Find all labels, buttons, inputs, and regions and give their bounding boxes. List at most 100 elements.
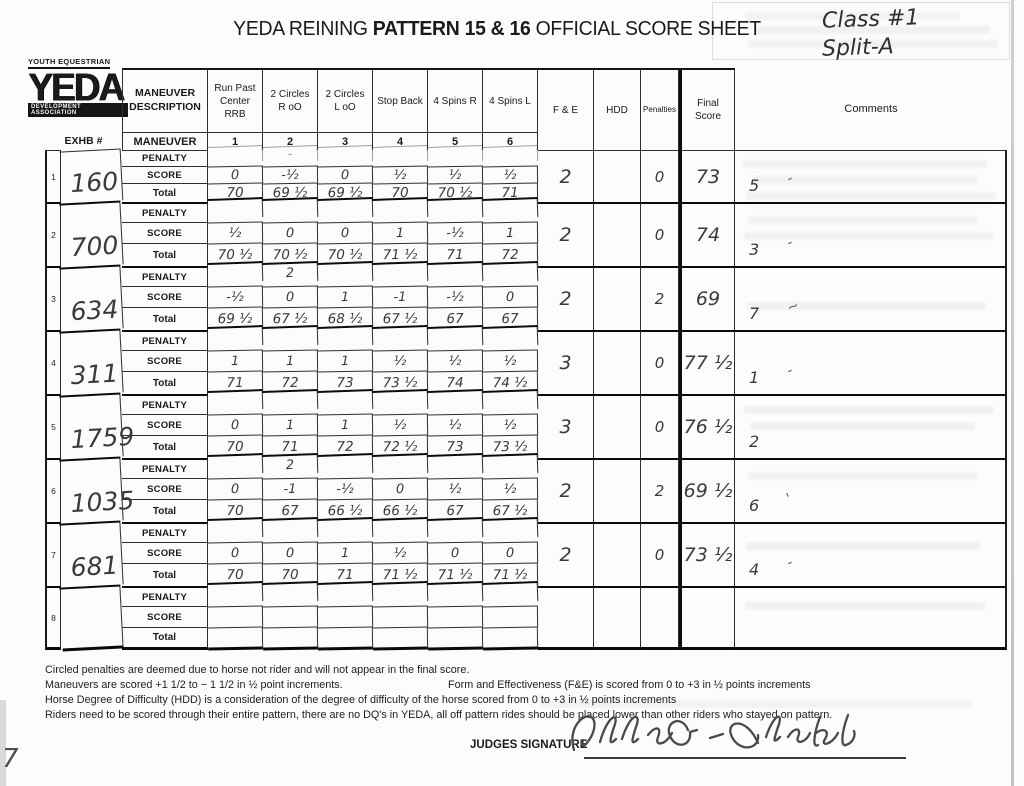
scan-bleed-artifact — [745, 12, 960, 20]
penalty-value — [207, 145, 264, 163]
class-number: Class #1 — [821, 5, 920, 34]
fe-value: 2 — [538, 202, 594, 266]
penalty-value — [262, 581, 319, 603]
penalty-value: 2 — [262, 261, 319, 283]
title-pattern: PATTERN 15 & 16 — [372, 18, 531, 40]
final-score-value — [679, 586, 735, 650]
penalty-row-label: PENALTY — [122, 586, 208, 606]
penalty-value — [482, 145, 539, 163]
scan-bleed-artifact — [742, 160, 987, 168]
exhb-number-handwritten: 160 — [59, 148, 124, 204]
total-row-label: Total — [122, 243, 208, 266]
penalties-value — [641, 586, 679, 650]
placing-value: 6 — [749, 496, 760, 515]
score-value: 0 — [317, 221, 374, 244]
hdd-value — [594, 150, 641, 202]
fe-value: 2 — [538, 458, 594, 522]
penalty-value — [207, 389, 264, 411]
fe-value — [538, 586, 594, 650]
penalty-row-label: PENALTY — [122, 330, 208, 350]
score-value — [207, 605, 264, 628]
judges-signature-handwriting — [571, 713, 856, 752]
scan-bleed-artifact — [746, 542, 981, 550]
maneuver-2-number: 2 — [263, 132, 318, 150]
footnote-line-3: Horse Degree of Difficulty (HDD) is a co… — [45, 694, 677, 706]
logo-main-text: YEDA — [28, 65, 125, 110]
penalty-value: - — [262, 145, 319, 163]
score-value — [482, 605, 539, 628]
penalty-value — [317, 325, 374, 347]
score-value: 0 — [207, 541, 264, 564]
score-value: 1 — [317, 285, 374, 308]
scan-bleed-artifact — [748, 40, 998, 48]
penalty-value — [372, 453, 429, 475]
maneuver-3-number: 3 — [318, 132, 373, 150]
yeda-logo: YOUTH EQUESTRIAN YEDA DEVELOPMENT ASSOCI… — [28, 57, 128, 117]
penalty-value — [482, 197, 539, 219]
hdd-header: HDD — [594, 68, 641, 150]
total-value — [317, 626, 374, 651]
score-value: ½ — [372, 413, 429, 436]
score-value: 0 — [317, 165, 374, 184]
total-row-label: Total — [122, 563, 208, 586]
placing-value: 1 — [749, 368, 760, 387]
score-row-label: SCORE — [122, 414, 208, 435]
maneuver-5-number: 5 — [428, 132, 483, 150]
penalty-value — [427, 517, 484, 539]
penalty-row-label: PENALTY — [122, 458, 208, 478]
comments-cell: 6 ' — [735, 458, 1007, 522]
maneuver-4-header: Stop Back — [373, 68, 428, 132]
maneuver-6-number: 6 — [483, 132, 538, 150]
score-value: ½ — [372, 349, 429, 372]
penalty-value — [482, 453, 539, 475]
hdd-value — [594, 202, 641, 266]
penalty-value — [372, 325, 429, 347]
penalty-value — [427, 261, 484, 283]
penalty-value — [262, 197, 319, 219]
penalties-value: 0 — [641, 522, 679, 586]
comments-cell: 2 — [735, 394, 1007, 458]
penalty-value — [207, 197, 264, 219]
penalty-value — [262, 389, 319, 411]
penalty-value — [317, 517, 374, 539]
score-value: -½ — [427, 221, 484, 244]
judge-tick-mark: ' — [784, 490, 795, 507]
score-value: ½ — [372, 165, 429, 184]
scan-bleed-artifact — [746, 192, 996, 200]
maneuver-3-header: 2 Circles L oO — [318, 68, 373, 132]
maneuver-5-header: 4 Spins R — [428, 68, 483, 132]
score-value: ½ — [427, 349, 484, 372]
total-row-label: Total — [122, 371, 208, 394]
final-score-value: 73 ½ — [679, 522, 735, 586]
score-value: ½ — [482, 165, 539, 184]
row-number: 5 — [45, 394, 61, 458]
penalty-row-label: PENALTY — [122, 394, 208, 414]
penalty-row-label: PENALTY — [122, 522, 208, 542]
judge-tick-mark: - — [784, 234, 796, 252]
hdd-value — [594, 522, 641, 586]
score-row-label: SCORE — [122, 222, 208, 243]
penalty-value — [372, 389, 429, 411]
fe-value: 3 — [538, 330, 594, 394]
exhb-number-handwritten: 1035 — [59, 456, 135, 524]
judge-tick-mark: ~ — [784, 297, 803, 317]
logo-bottom-text: DEVELOPMENT ASSOCIATION — [28, 103, 128, 117]
total-row-label: Total — [122, 307, 208, 330]
scan-bleed-artifact — [745, 602, 985, 610]
scan-bleed-artifact — [748, 472, 978, 480]
score-value: 0 — [207, 165, 264, 184]
exhb-number-handwritten: 1759 — [59, 392, 135, 460]
hdd-value — [594, 394, 641, 458]
score-value: ½ — [482, 413, 539, 436]
scan-bleed-artifact — [746, 302, 986, 310]
penalties-value: 2 — [641, 266, 679, 330]
final-score-header: Final Score — [679, 68, 735, 150]
exhb-number-handwritten — [59, 584, 124, 652]
fe-value: 2 — [538, 266, 594, 330]
comments-cell: 1 - — [735, 330, 1007, 394]
penalty-value — [207, 581, 264, 603]
footnote-line-2a: Maneuvers are scored +1 1/2 to − 1 1/2 i… — [45, 679, 343, 691]
title-post: OFFICIAL SCORE SHEET — [530, 18, 762, 40]
placing-value: 7 — [749, 304, 760, 323]
maneuver-row-label: MANEUVER — [122, 132, 208, 150]
